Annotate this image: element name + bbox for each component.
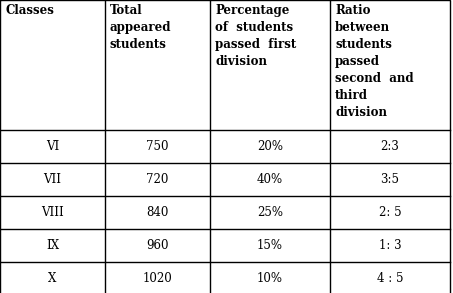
Text: 1020: 1020 [143, 272, 173, 285]
Text: 2:3: 2:3 [381, 140, 400, 153]
Text: 1: 3: 1: 3 [379, 239, 401, 252]
Text: Total
appeared
students: Total appeared students [110, 4, 172, 51]
Text: 720: 720 [146, 173, 169, 186]
Text: Ratio
between
students
passed
second  and
third
division: Ratio between students passed second and… [335, 4, 414, 119]
Text: Percentage
of  students
passed  first
division: Percentage of students passed first divi… [215, 4, 296, 68]
Text: 15%: 15% [257, 239, 283, 252]
Text: 840: 840 [146, 206, 169, 219]
Text: 960: 960 [146, 239, 169, 252]
Text: 10%: 10% [257, 272, 283, 285]
Text: VII: VII [43, 173, 62, 186]
Text: 40%: 40% [257, 173, 283, 186]
Text: IX: IX [46, 239, 59, 252]
Text: VI: VI [46, 140, 59, 153]
Text: Classes: Classes [5, 4, 54, 17]
Text: 3:5: 3:5 [381, 173, 400, 186]
Text: 750: 750 [146, 140, 169, 153]
Text: 2: 5: 2: 5 [379, 206, 401, 219]
Text: 25%: 25% [257, 206, 283, 219]
Text: 4 : 5: 4 : 5 [377, 272, 403, 285]
Text: X: X [48, 272, 57, 285]
Text: 20%: 20% [257, 140, 283, 153]
Text: VIII: VIII [41, 206, 64, 219]
